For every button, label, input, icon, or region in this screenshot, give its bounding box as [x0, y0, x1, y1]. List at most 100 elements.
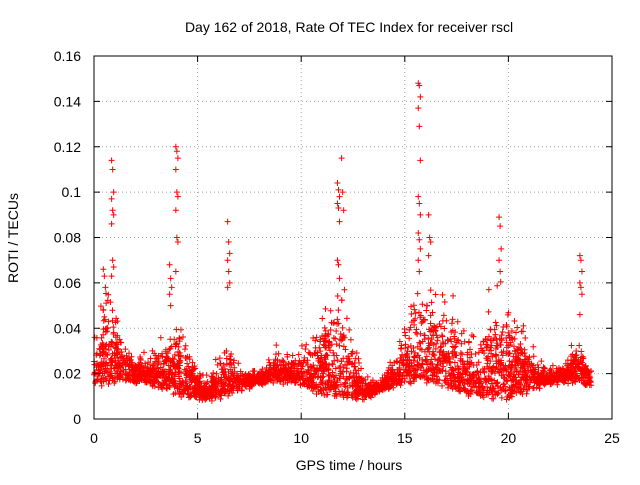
data-point [98, 382, 105, 389]
data-point [467, 372, 474, 379]
data-point [193, 376, 200, 383]
data-point [448, 320, 455, 327]
data-point [332, 335, 339, 342]
grid-lines [94, 56, 612, 419]
data-point [267, 372, 274, 379]
data-point [173, 189, 180, 196]
data-point [350, 369, 357, 376]
data-point [487, 337, 494, 344]
data-point [523, 386, 530, 393]
data-point [100, 307, 107, 314]
data-point [387, 359, 394, 366]
data-point [335, 205, 342, 212]
data-point [97, 303, 104, 310]
data-point [477, 391, 484, 398]
data-point [296, 375, 303, 382]
data-point [480, 338, 487, 345]
data-point [460, 327, 467, 334]
data-point [184, 360, 191, 367]
data-point [224, 284, 231, 291]
data-point [105, 380, 112, 387]
data-point [229, 371, 236, 378]
data-point [107, 362, 114, 369]
data-point [180, 333, 187, 340]
data-point [135, 363, 142, 370]
data-point [108, 220, 115, 227]
data-point [97, 378, 104, 385]
data-point [317, 338, 324, 345]
data-point [475, 349, 482, 356]
data-point [455, 382, 462, 389]
data-point [431, 369, 438, 376]
data-point [413, 326, 420, 333]
data-point [334, 180, 341, 187]
data-point [556, 369, 563, 376]
data-point [530, 374, 537, 381]
data-point [403, 372, 410, 379]
data-point [184, 382, 191, 389]
data-point [457, 350, 464, 357]
data-point [343, 368, 350, 375]
data-point [549, 376, 556, 383]
data-point [265, 356, 272, 363]
data-point [417, 211, 424, 218]
data-point [495, 389, 502, 396]
data-point [175, 348, 182, 355]
data-point [406, 335, 413, 342]
data-point [305, 366, 312, 373]
data-point [137, 355, 144, 362]
data-point [126, 350, 133, 357]
data-point [520, 365, 527, 372]
data-point [229, 383, 236, 390]
data-point [100, 348, 107, 355]
x-tick-label: 25 [604, 430, 620, 446]
data-point [505, 392, 512, 399]
data-point [371, 383, 378, 390]
data-point [113, 340, 120, 347]
data-point [402, 344, 409, 351]
data-point [534, 361, 541, 368]
data-point [565, 380, 572, 387]
data-point [416, 200, 423, 207]
data-point [560, 366, 567, 373]
data-point [480, 387, 487, 394]
data-point [417, 312, 424, 319]
data-point [331, 383, 338, 390]
data-point [173, 234, 180, 241]
data-point [420, 316, 427, 323]
data-point [485, 308, 492, 315]
data-point [324, 380, 331, 387]
data-point [225, 392, 232, 399]
data-point [308, 370, 315, 377]
data-point [371, 391, 378, 398]
data-point [406, 326, 413, 333]
data-point [339, 189, 346, 196]
data-point [170, 377, 177, 384]
data-point [508, 335, 515, 342]
data-point [524, 379, 531, 386]
data-point [317, 348, 324, 355]
data-point [128, 353, 135, 360]
data-point [421, 336, 428, 343]
data-point [102, 328, 109, 335]
data-point [430, 341, 437, 348]
data-point [518, 385, 525, 392]
data-point [461, 386, 468, 393]
data-point [572, 366, 579, 373]
data-point [166, 371, 173, 378]
data-point [403, 368, 410, 375]
data-point [544, 372, 551, 379]
x-tick-label: 0 [90, 430, 98, 446]
data-point [498, 332, 505, 339]
data-point [335, 320, 342, 327]
data-point [141, 377, 148, 384]
data-point [327, 327, 334, 334]
data-point [586, 373, 593, 380]
data-point [334, 357, 341, 364]
data-point [212, 356, 219, 363]
data-point [117, 373, 124, 380]
data-point [346, 326, 353, 333]
data-point [124, 372, 131, 379]
data-point [416, 309, 423, 316]
data-point [176, 338, 183, 345]
